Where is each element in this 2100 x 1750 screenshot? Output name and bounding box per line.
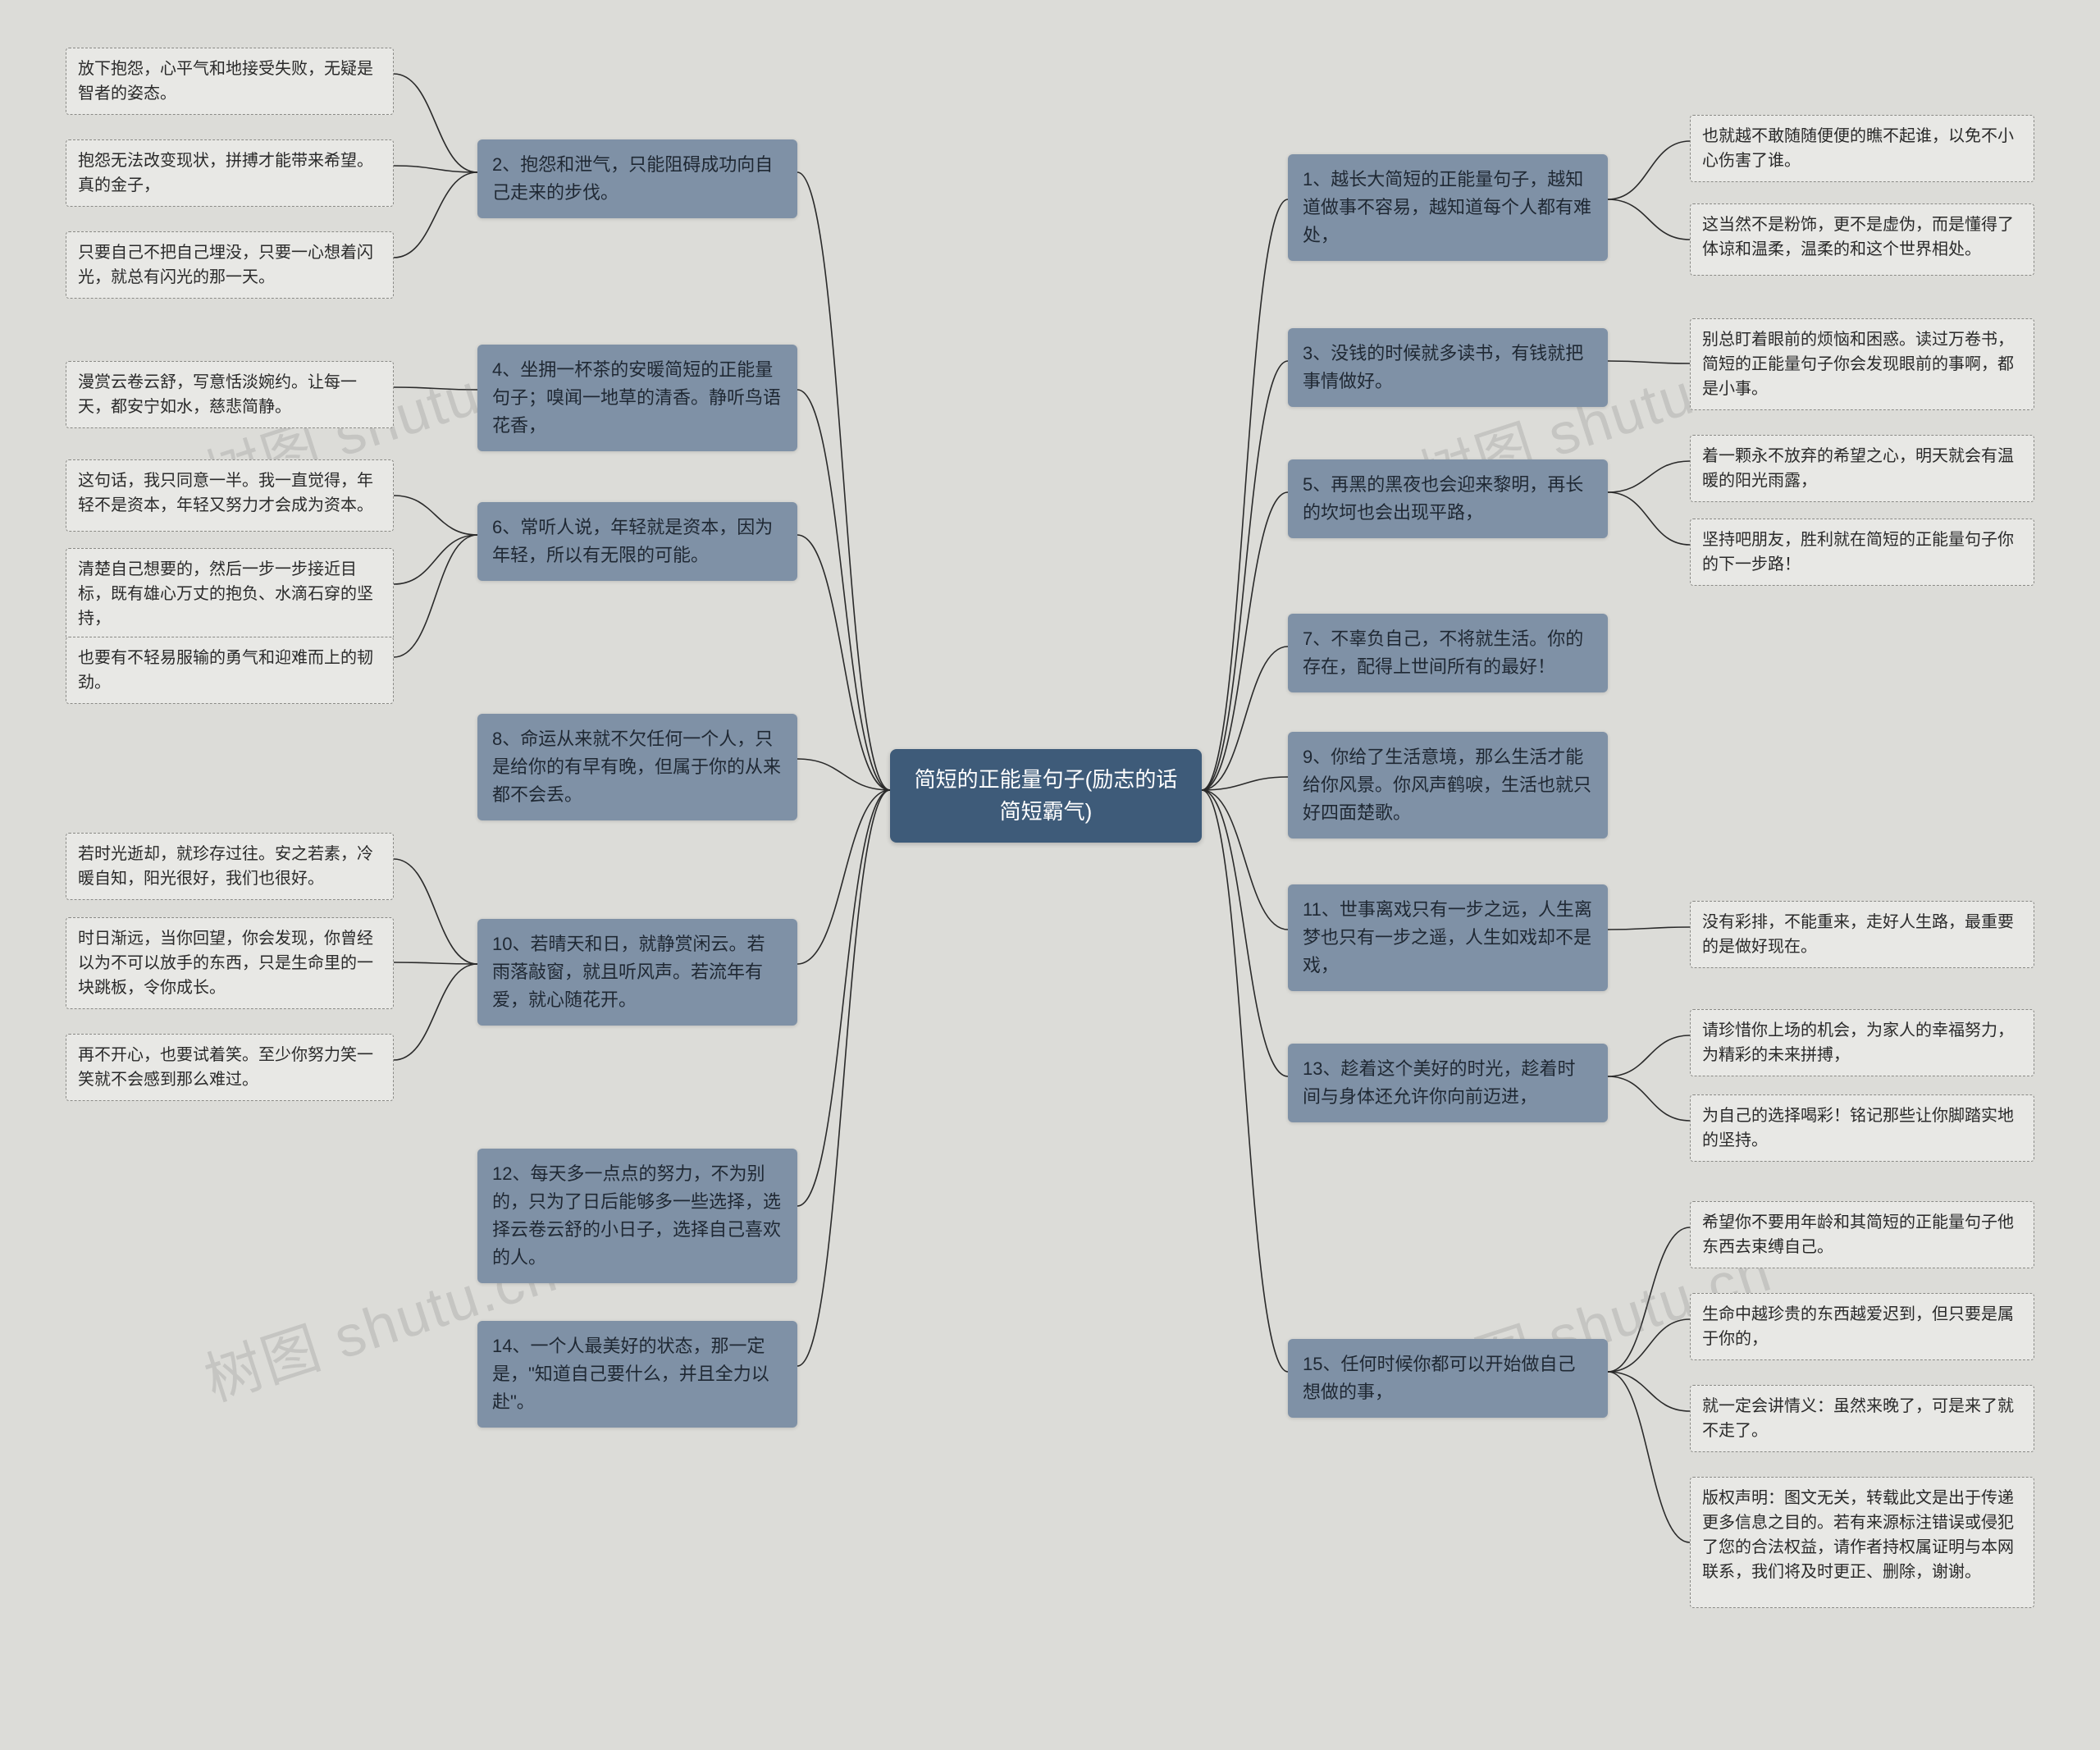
left-leaf-4-2: 再不开心，也要试着笑。至少你努力笑一笑就不会感到那么难过。	[66, 1034, 394, 1101]
left-leaf-2-2: 也要有不轻易服输的勇气和迎难而上的韧劲。	[66, 637, 394, 704]
left-leaf-4-1: 时日渐远，当你回望，你会发现，你曾经以为不可以放手的东西，只是生命里的一块跳板，…	[66, 917, 394, 1009]
right-leaf-6-0: 请珍惜你上场的机会，为家人的幸福努力，为精彩的未来拼搏，	[1690, 1009, 2034, 1076]
right-branch-4: 9、你给了生活意境，那么生活才能给你风景。你风声鹤唳，生活也就只好四面楚歌。	[1288, 732, 1608, 838]
right-branch-5: 11、世事离戏只有一步之远，人生离梦也只有一步之遥，人生如戏却不是戏，	[1288, 884, 1608, 991]
left-branch-5: 12、每天多一点点的努力，不为别的，只为了日后能够多一些选择，选择云卷云舒的小日…	[477, 1149, 797, 1283]
left-leaf-0-1: 抱怨无法改变现状，拼搏才能带来希望。真的金子，	[66, 139, 394, 207]
right-leaf-7-2: 就一定会讲情义：虽然来晚了，可是来了就不走了。	[1690, 1385, 2034, 1452]
left-leaf-1-0: 漫赏云卷云舒，写意恬淡婉约。让每一天，都安宁如水，慈悲简静。	[66, 361, 394, 428]
right-leaf-1-0: 别总盯着眼前的烦恼和困惑。读过万卷书，简短的正能量句子你会发现眼前的事啊，都是小…	[1690, 318, 2034, 410]
right-branch-0: 1、越长大简短的正能量句子，越知道做事不容易，越知道每个人都有难处，	[1288, 154, 1608, 261]
left-branch-4: 10、若晴天和日，就静赏闲云。若雨落敲窗，就且听风声。若流年有爱，就心随花开。	[477, 919, 797, 1026]
center-node: 简短的正能量句子(励志的话简短霸气)	[890, 749, 1202, 843]
left-leaf-2-1: 清楚自己想要的，然后一步一步接近目标，既有雄心万丈的抱负、水滴石穿的坚持，	[66, 548, 394, 640]
left-branch-6: 14、一个人最美好的状态，那一定是，"知道自己要什么，并且全力以赴"。	[477, 1321, 797, 1428]
right-leaf-0-0: 也就越不敢随随便便的瞧不起谁，以免不小心伤害了谁。	[1690, 115, 2034, 182]
right-leaf-6-1: 为自己的选择喝彩！铭记那些让你脚踏实地的坚持。	[1690, 1094, 2034, 1162]
left-branch-1: 4、坐拥一杯茶的安暖简短的正能量句子；嗅闻一地草的清香。静听鸟语花香，	[477, 345, 797, 451]
right-leaf-2-1: 坚持吧朋友，胜利就在简短的正能量句子你的下一步路！	[1690, 519, 2034, 586]
right-leaf-7-1: 生命中越珍贵的东西越爱迟到，但只要是属于你的，	[1690, 1293, 2034, 1360]
mindmap-canvas: 树图 shutu.cn树图 shutu.cn树图 shutu.cn树图 shut…	[0, 0, 2100, 1750]
right-leaf-7-3: 版权声明：图文无关，转载此文是出于传递更多信息之目的。若有来源标注错误或侵犯了您…	[1690, 1477, 2034, 1608]
left-branch-2: 6、常听人说，年轻就是资本，因为年轻，所以有无限的可能。	[477, 502, 797, 581]
left-leaf-0-0: 放下抱怨，心平气和地接受失败，无疑是智者的姿态。	[66, 48, 394, 115]
left-branch-0: 2、抱怨和泄气，只能阻碍成功向自己走来的步伐。	[477, 139, 797, 218]
left-branch-3: 8、命运从来就不欠任何一个人，只是给你的有早有晚，但属于你的从来都不会丢。	[477, 714, 797, 820]
right-branch-2: 5、再黑的黑夜也会迎来黎明，再长的坎坷也会出现平路，	[1288, 459, 1608, 538]
right-branch-3: 7、不辜负自己，不将就生活。你的存在，配得上世间所有的最好！	[1288, 614, 1608, 692]
left-leaf-0-2: 只要自己不把自己埋没，只要一心想着闪光，就总有闪光的那一天。	[66, 231, 394, 299]
right-leaf-2-0: 着一颗永不放弃的希望之心，明天就会有温暖的阳光雨露，	[1690, 435, 2034, 502]
right-branch-1: 3、没钱的时候就多读书，有钱就把事情做好。	[1288, 328, 1608, 407]
right-leaf-7-0: 希望你不要用年龄和其简短的正能量句子他东西去束缚自己。	[1690, 1201, 2034, 1268]
left-leaf-2-0: 这句话，我只同意一半。我一直觉得，年轻不是资本，年轻又努力才会成为资本。	[66, 459, 394, 532]
right-branch-6: 13、趁着这个美好的时光，趁着时间与身体还允许你向前迈进，	[1288, 1044, 1608, 1122]
left-leaf-4-0: 若时光逝却，就珍存过往。安之若素，冷暖自知，阳光很好，我们也很好。	[66, 833, 394, 900]
right-leaf-0-1: 这当然不是粉饰，更不是虚伪，而是懂得了体谅和温柔，温柔的和这个世界相处。	[1690, 203, 2034, 276]
right-leaf-5-0: 没有彩排，不能重来，走好人生路，最重要的是做好现在。	[1690, 901, 2034, 968]
right-branch-7: 15、任何时候你都可以开始做自己想做的事，	[1288, 1339, 1608, 1418]
